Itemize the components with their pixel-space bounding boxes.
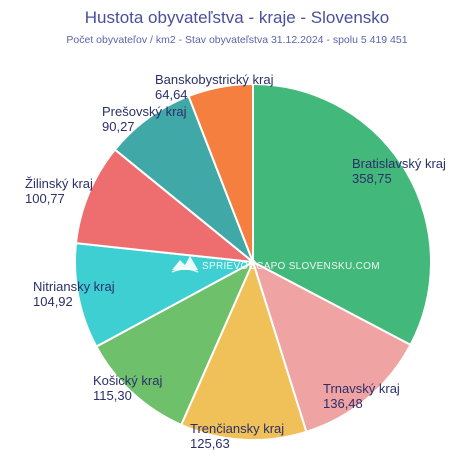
pie-slice bbox=[179, 259, 308, 441]
slice-label: Košický kraj bbox=[93, 373, 162, 388]
watermark-text: SPRIEVODCAPO SLOVENSKU.COM bbox=[202, 261, 380, 272]
chart-subtitle: Počet obyvateľov / km2 - Stav obyvateľst… bbox=[66, 34, 408, 46]
slice-label: Žilinský kraj bbox=[25, 176, 93, 191]
slice-label: Trenčiansky kraj bbox=[190, 421, 284, 436]
watermark: SPRIEVODCAPO SLOVENSKU.COM bbox=[171, 256, 380, 273]
pie-slice bbox=[95, 259, 256, 427]
slice-label: Banskobystrický kraj bbox=[155, 72, 274, 87]
slice-value-label: 104,92 bbox=[33, 294, 73, 309]
pie-slice bbox=[251, 259, 412, 434]
slice-label: Bratislavský kraj bbox=[352, 156, 446, 171]
slice-value-label: 358,75 bbox=[352, 171, 392, 186]
pie-slices bbox=[74, 82, 432, 441]
slice-label: Prešovský kraj bbox=[102, 104, 187, 119]
pie-slice bbox=[252, 82, 432, 347]
slice-value-label: 90,27 bbox=[102, 119, 135, 134]
mountain-logo-icon bbox=[171, 256, 199, 273]
pie-slice bbox=[187, 82, 254, 263]
slice-value-label: 64,64 bbox=[155, 87, 188, 102]
pie-slice bbox=[74, 148, 257, 264]
chart-title: Hustota obyvateľstva - kraje - Slovensko bbox=[84, 8, 390, 27]
slice-label: Trnavský kraj bbox=[323, 381, 400, 396]
slice-value-label: 136,48 bbox=[323, 396, 363, 411]
slice-label: Nitriansky kraj bbox=[33, 279, 115, 294]
pie-slice bbox=[74, 242, 257, 348]
slice-value-label: 115,30 bbox=[93, 388, 132, 403]
pie-slice bbox=[113, 94, 256, 266]
slice-value-label: 100,77 bbox=[25, 191, 65, 206]
slice-value-label: 125,63 bbox=[190, 436, 230, 451]
